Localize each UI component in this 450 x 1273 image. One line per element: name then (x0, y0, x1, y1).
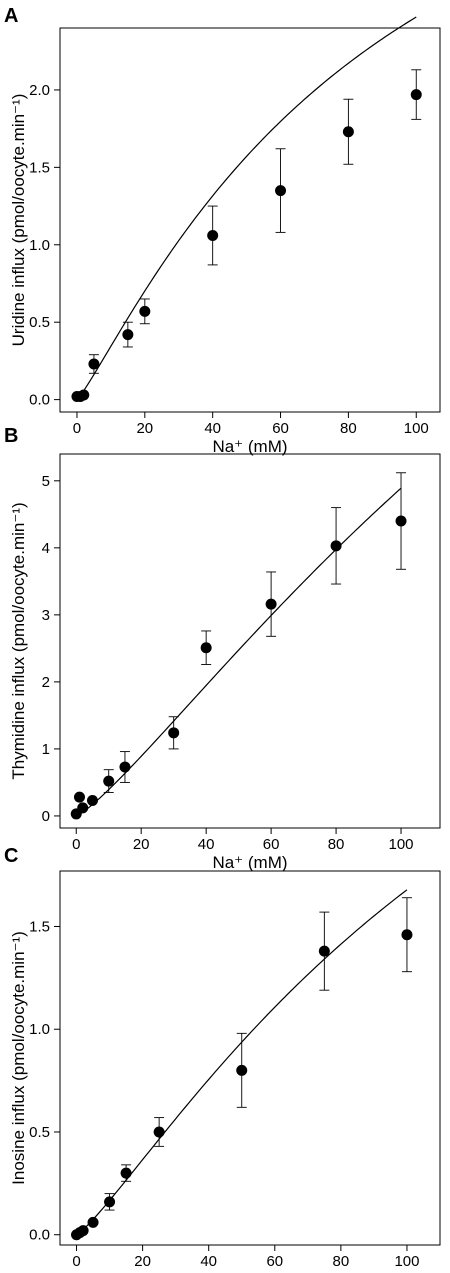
panel-a-data-point (207, 229, 219, 241)
panel-c-y-tick-label: 1.5 (29, 918, 50, 935)
panel-a-x-tick-label: 20 (136, 420, 153, 437)
panel-a-x-tick-label: 60 (272, 420, 289, 437)
panel-b-data-point (86, 795, 98, 807)
panel-b-x-tick-label: 20 (133, 836, 150, 853)
panel-b-y-tick-label: 4 (42, 540, 50, 557)
panel-b-plot-frame (59, 453, 441, 829)
panel-c-x-axis-label: Na⁺ (mM) (212, 1270, 287, 1273)
panel-b-y-axis-label: Thymidine influx (pmol/oocyte.min⁻¹) (9, 502, 28, 779)
panel-c-data-point (104, 1196, 116, 1208)
panel-a-data-point (275, 185, 287, 197)
panel-a-data-point (122, 329, 134, 341)
panel-a-y-tick-label: 0.0 (29, 392, 50, 409)
panel-a-y-tick-label: 2.0 (29, 82, 50, 99)
panel-c-x-tick-label: 0 (72, 1253, 80, 1270)
panel-c-data-point (87, 1216, 99, 1228)
panel-b-y-tick-label: 3 (42, 607, 50, 624)
panel-a-data-point (410, 89, 422, 101)
panel-a-x-tick-label: 80 (340, 420, 357, 437)
panel-b-data-point (119, 761, 131, 773)
panel-b-x-axis-label: Na⁺ (mM) (212, 853, 287, 872)
panel-a-data-point (88, 358, 100, 370)
panel-a-fit-curve (76, 16, 417, 400)
panel-c-x-tick-label: 20 (134, 1253, 151, 1270)
panel-b-data-point (77, 802, 89, 814)
panel-a-data-point (78, 389, 90, 401)
panel-a-letter: A (4, 5, 18, 27)
panel-b-data-point (330, 540, 342, 552)
panel-a-data-point (342, 126, 354, 138)
panel-c-y-axis-label: Inosine influx (pmol/oocyte.min⁻¹) (9, 931, 28, 1185)
panel-c-y-tick-label: 0.5 (29, 1124, 50, 1141)
panel-a-y-axis-label: Uridine influx (pmol/oocyte.min⁻¹) (9, 94, 28, 347)
panel-b-data-point (265, 598, 277, 610)
panel-b-y-tick-label: 2 (42, 674, 50, 691)
panel-c-letter: C (4, 845, 18, 867)
panel-c-data-point (401, 929, 413, 941)
panel-b-data-point (200, 642, 212, 654)
panel-c-x-tick-label: 100 (394, 1253, 419, 1270)
panel-b-x-tick-label: 40 (198, 836, 215, 853)
panel-a-y-tick-label: 1.0 (29, 237, 50, 254)
panel-c-y-tick-label: 0.0 (29, 1227, 50, 1244)
panel-c-plot-frame (59, 870, 441, 1246)
panel-b-x-tick-label: 60 (263, 836, 280, 853)
panel-a-data-point (139, 305, 151, 317)
panel-b-data-point (168, 727, 180, 739)
panel-b-x-tick-label: 100 (389, 836, 414, 853)
panel-b-letter: B (4, 425, 18, 447)
panel-a-plot-frame (59, 27, 441, 413)
panel-b-x-tick-label: 0 (72, 836, 80, 853)
panel-c-y-tick-label: 1.0 (29, 1021, 50, 1038)
panel-c-data-point (236, 1064, 248, 1076)
panel-a-y-tick-label: 1.5 (29, 159, 50, 176)
panel-a-x-tick-label: 40 (204, 420, 221, 437)
panel-c-data-point (153, 1126, 165, 1138)
panel-b-data-point (103, 775, 115, 787)
panel-b-y-tick-label: 0 (42, 808, 50, 825)
panel-c-data-point (77, 1225, 89, 1237)
panel-c-x-tick-label: 60 (266, 1253, 283, 1270)
panel-b-y-tick-label: 1 (42, 741, 50, 758)
panel-c-data-point (120, 1167, 132, 1179)
panel-c-data-point (318, 945, 330, 957)
panel-a-y-tick-label: 0.5 (29, 314, 50, 331)
panel-c-x-tick-label: 40 (200, 1253, 217, 1270)
panel-c-x-tick-label: 80 (333, 1253, 350, 1270)
panel-a-x-axis-label: Na⁺ (mM) (212, 437, 287, 456)
panel-b-data-point (395, 515, 407, 527)
panel-a-x-tick-label: 100 (404, 420, 429, 437)
panel-b-x-tick-label: 80 (328, 836, 345, 853)
panel-b-y-tick-label: 5 (42, 473, 50, 490)
panel-b-data-point (73, 791, 85, 803)
panel-a-x-tick-label: 0 (73, 420, 81, 437)
